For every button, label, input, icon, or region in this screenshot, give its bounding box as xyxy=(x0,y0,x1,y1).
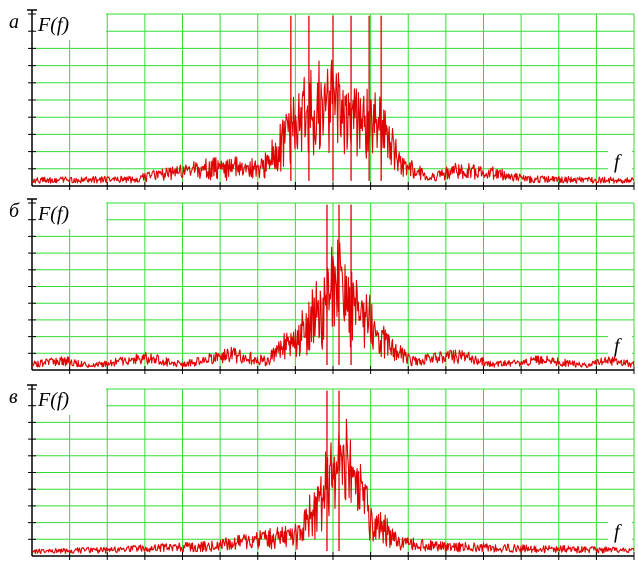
ylabel-background xyxy=(34,387,106,415)
spectrum-panel-b: б F(f) f xyxy=(9,198,635,374)
x-axis-label: f xyxy=(614,521,622,543)
x-axis-label: f xyxy=(614,335,622,357)
panel-letter: а xyxy=(9,11,19,33)
x-axis-label: f xyxy=(614,151,622,173)
spectrum-panel-a: а F(f) f xyxy=(9,9,635,190)
panel-letter: б xyxy=(9,200,20,222)
y-axis-label: F(f) xyxy=(37,14,69,36)
xlabel-background xyxy=(608,518,632,542)
spectrum-panel-c: в F(f) f xyxy=(9,384,635,560)
xlabel-background xyxy=(608,148,632,172)
y-axis-label: F(f) xyxy=(37,389,69,411)
spectrum-line xyxy=(31,239,635,368)
ylabel-background xyxy=(34,201,106,229)
ylabel-background xyxy=(34,12,106,40)
xlabel-background xyxy=(608,332,632,356)
y-axis-label: F(f) xyxy=(37,203,69,225)
spectrum-line xyxy=(31,418,635,555)
panel-letter: в xyxy=(9,386,18,408)
